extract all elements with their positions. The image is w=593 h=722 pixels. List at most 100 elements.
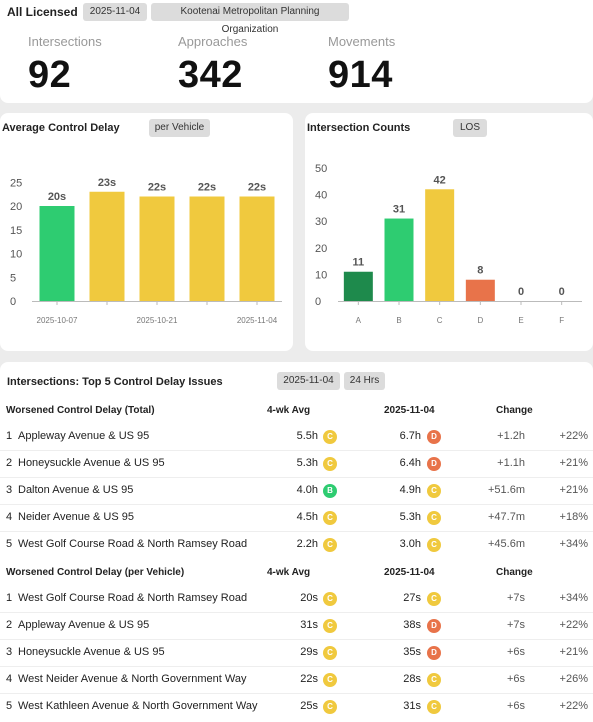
los-grade-badge: C: [323, 646, 337, 660]
table-row[interactable]: 1 West Golf Course Road & North Ramsey Ro…: [0, 585, 593, 612]
change-value: +7s: [506, 619, 525, 631]
y-tick-label: 30: [315, 216, 327, 228]
los-grade-badge: C: [323, 619, 337, 633]
organization-chip[interactable]: Kootenai Metropolitan Planning Organizat…: [151, 3, 349, 35]
per-vehicle-chip[interactable]: per Vehicle: [149, 119, 210, 137]
change-percent: +18%: [559, 511, 588, 523]
control-delay-issues-panel: Intersections: Top 5 Control Delay Issue…: [0, 362, 593, 722]
current-value: 6.4h: [399, 457, 421, 469]
change-value: +7s: [506, 592, 525, 604]
los-grade-badge: D: [427, 619, 441, 633]
column-header-4wk-avg: 4-wk Avg: [267, 405, 311, 416]
los-grade-badge: D: [427, 646, 441, 660]
los-grade-badge: C: [323, 700, 337, 714]
data-label: 22s: [198, 182, 216, 194]
intersection-name: Appleway Avenue & US 95: [18, 430, 150, 442]
y-tick-label: 15: [10, 225, 22, 237]
four-week-avg-value: 2.2h: [296, 538, 318, 550]
change-percent: +21%: [559, 484, 588, 496]
y-tick-label: 0: [10, 296, 16, 308]
row-rank: 1: [6, 592, 13, 604]
data-label: 31: [393, 204, 405, 216]
stat-value-intersections: 92: [28, 54, 72, 96]
intersection-name: West Golf Course Road & North Ramsey Roa…: [18, 592, 248, 604]
four-week-avg-value: 31s: [300, 619, 318, 631]
column-header-change: Change: [496, 567, 533, 578]
y-tick-label: 25: [10, 177, 22, 189]
period-chip[interactable]: 24 Hrs: [344, 372, 385, 390]
los-chip[interactable]: LOS: [453, 119, 487, 137]
row-divider: [0, 531, 593, 532]
change-value: +6s: [506, 646, 525, 658]
data-label: 20s: [48, 191, 66, 203]
x-tick-label: A: [356, 316, 362, 325]
y-tick-label: 50: [315, 163, 327, 175]
row-rank: 1: [6, 430, 13, 442]
los-grade-badge: C: [427, 700, 441, 714]
current-value: 4.9h: [399, 484, 421, 496]
column-header-date: 2025-11-04: [384, 567, 435, 578]
change-value: +1.1h: [497, 457, 525, 469]
current-value: 38s: [403, 619, 421, 631]
table-row[interactable]: 3 Dalton Avenue & US 95 4.0h 4.9h +51.6m +21%…: [0, 477, 593, 504]
table-row[interactable]: 4 Neider Avenue & US 95 4.5h 5.3h +47.7m +18%…: [0, 504, 593, 531]
y-tick-label: 10: [315, 269, 327, 281]
change-percent: +22%: [559, 619, 588, 631]
row-rank: 3: [6, 484, 13, 496]
current-value: 31s: [403, 700, 421, 712]
summary-panel: All Licensed 2025-11-04 Kootenai Metropo…: [0, 0, 593, 103]
table-row[interactable]: 2 Appleway Avenue & US 95 31s 38s +7s +22% C D: [0, 612, 593, 639]
average-control-delay-panel: Average Control Delay per Vehicle 0 5 10 15…: [0, 113, 293, 351]
x-tick-label: B: [396, 316, 401, 325]
table-row[interactable]: 3 Honeysuckle Avenue & US 95 29s 35s +6s +21%…: [0, 639, 593, 666]
change-percent: +22%: [559, 430, 588, 442]
column-header-date: 2025-11-04: [384, 405, 435, 416]
los-grade-badge: C: [323, 538, 337, 552]
data-label: 0: [559, 286, 565, 298]
four-week-avg-value: 29s: [300, 646, 318, 658]
bar-2025-10-14: [89, 191, 125, 301]
row-divider: [0, 639, 593, 640]
column-header-change: Change: [496, 405, 533, 416]
los-grade-badge: C: [427, 592, 441, 606]
row-rank: 2: [6, 619, 13, 631]
los-grade-badge: B: [323, 484, 337, 498]
table-row[interactable]: 5 West Golf Course Road & North Ramsey Ro…: [0, 531, 593, 558]
change-percent: +26%: [559, 673, 588, 685]
y-tick-label: 20: [315, 243, 327, 255]
data-label: 8: [477, 265, 483, 277]
bar-2025-10-07: [39, 206, 75, 301]
data-label: 22s: [248, 182, 266, 194]
intersection-name: Appleway Avenue & US 95: [18, 619, 150, 631]
row-rank: 5: [6, 538, 13, 550]
table-row[interactable]: 4 West Neider Avenue & North Government W…: [0, 666, 593, 693]
los-grade-badge: C: [427, 673, 441, 687]
table-row[interactable]: 2 Honeysuckle Avenue & US 95 5.3h 6.4h +1.1h…: [0, 450, 593, 477]
stat-label-movements: Movements: [328, 34, 396, 49]
date-chip[interactable]: 2025-11-04: [83, 3, 147, 21]
four-week-avg-value: 25s: [300, 700, 318, 712]
x-tick-label: F: [559, 316, 564, 325]
los-grade-badge: C: [323, 457, 337, 471]
row-divider: [0, 450, 593, 451]
intersection-name: Honeysuckle Avenue & US 95: [18, 646, 165, 658]
x-tick-label: 2025-10-21: [137, 316, 178, 325]
x-tick-label: C: [437, 316, 443, 325]
issues-date-chip[interactable]: 2025-11-04: [277, 372, 340, 390]
los-grade-badge: C: [323, 511, 337, 525]
row-divider: [0, 504, 593, 505]
current-value: 28s: [403, 673, 421, 685]
table-row[interactable]: 1 Appleway Avenue & US 95 5.5h 6.7h +1.2h +22…: [0, 423, 593, 450]
change-percent: +21%: [559, 457, 588, 469]
intersection-name: Honeysuckle Avenue & US 95: [18, 457, 165, 469]
y-tick-label: 5: [10, 272, 16, 284]
row-rank: 3: [6, 646, 13, 658]
current-value: 35s: [403, 646, 421, 658]
table-row[interactable]: 5 West Kathleen Avenue & North Government…: [0, 693, 593, 720]
column-header-name: Worsened Control Delay (per Vehicle): [6, 567, 185, 578]
change-value: +6s: [506, 700, 525, 712]
stat-label-approaches: Approaches: [178, 34, 248, 49]
los-grade-badge: C: [427, 511, 441, 525]
four-week-avg-value: 22s: [300, 673, 318, 685]
bar-a: [343, 271, 373, 301]
